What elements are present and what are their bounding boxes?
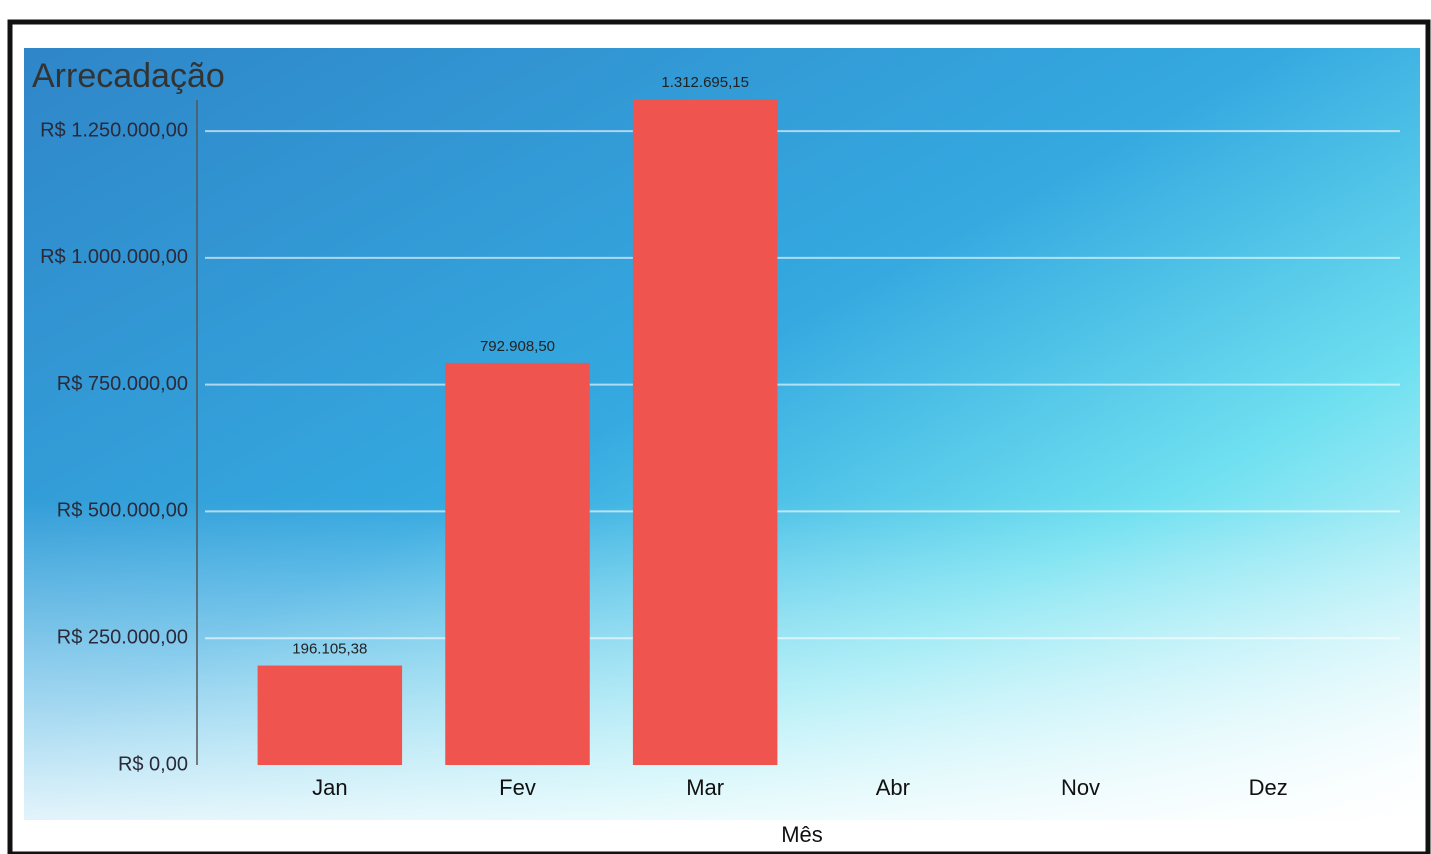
bar xyxy=(632,99,778,766)
y-tick-label: R$ 500.000,00 xyxy=(57,500,188,522)
x-tick-label: Nov xyxy=(1061,775,1100,800)
data-label: 1.312.695,15 xyxy=(661,74,749,91)
bar xyxy=(445,362,590,765)
x-tick-label: Jan xyxy=(312,775,347,800)
bar xyxy=(257,665,403,765)
chart-title: Arrecadação xyxy=(32,57,225,95)
x-tick-label: Dez xyxy=(1249,775,1288,800)
x-tick-label: Fev xyxy=(499,775,536,800)
data-label: 792.908,50 xyxy=(480,338,555,355)
x-tick-label: Abr xyxy=(876,775,910,800)
y-tick-label: R$ 250.000,00 xyxy=(57,626,188,648)
y-tick-label: R$ 750.000,00 xyxy=(57,373,188,395)
x-tick-label: Mar xyxy=(686,775,724,800)
y-tick-label: R$ 1.000.000,00 xyxy=(40,246,188,268)
x-axis-label: Mês xyxy=(781,822,823,847)
y-tick-label: R$ 0,00 xyxy=(118,753,188,775)
data-label: 196.105,38 xyxy=(292,641,367,658)
y-tick-label: R$ 1.250.000,00 xyxy=(40,119,188,141)
